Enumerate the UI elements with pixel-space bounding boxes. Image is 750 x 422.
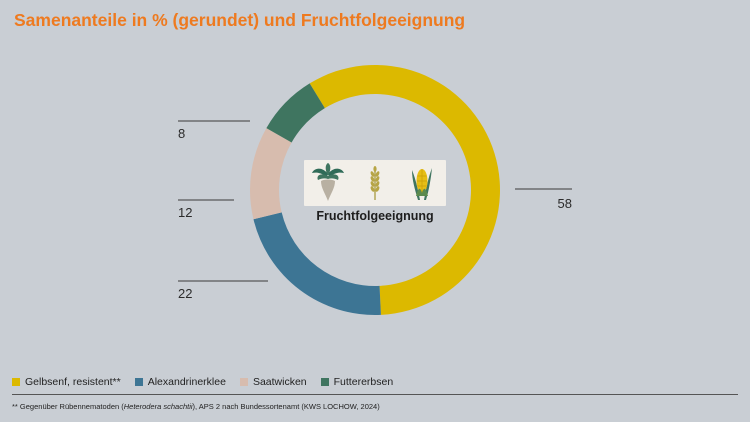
data-label-gelbsenf: 58 [558, 196, 572, 211]
wheat-icon-box [351, 160, 399, 206]
legend-label: Alexandrinerklee [147, 376, 226, 388]
legend-swatch [239, 378, 248, 386]
donut-slice-gelbsenf [309, 65, 500, 315]
legend-item: Alexandrinerklee [134, 376, 226, 388]
legend-item: Futtererbsen [320, 376, 394, 388]
footnote-species: Heterodera schachtii [123, 402, 193, 411]
center-title: Fruchtfolgeeignung [316, 209, 434, 223]
legend-swatch [320, 378, 329, 386]
legend-label: Futtererbsen [333, 376, 394, 388]
legend-item: Gelbsenf, resistent** [12, 376, 121, 388]
divider [12, 394, 738, 395]
sugar-beet-icon [312, 163, 344, 201]
wheat-icon [370, 166, 380, 200]
footnote: ** Gegenüber Rübennematoden (Heterodera … [12, 402, 380, 411]
footnote-text: ** Gegenüber Rübennematoden ( [12, 402, 124, 411]
data-label-alexandrinerklee: 22 [178, 286, 192, 301]
corn-icon [412, 168, 432, 200]
legend-label: Saatwicken [252, 376, 307, 388]
legend-swatch [12, 378, 20, 386]
donut-slice-alexandrinerklee [253, 212, 381, 315]
chart-title: Samenanteile in % (gerundet) und Fruchtf… [14, 10, 466, 30]
data-label-futtererbsen: 8 [178, 126, 185, 141]
legend-label: Gelbsenf, resistent** [25, 376, 121, 388]
data-label-saatwicken: 12 [178, 205, 192, 220]
legend-swatch [134, 378, 143, 386]
legend-item: Saatwicken [239, 376, 307, 388]
sugar-beet-icon-box [304, 160, 352, 206]
donut-slice-saatwicken [250, 128, 292, 220]
footnote-source: ), APS 2 nach Bundessortenamt (KWS LOCHO… [192, 402, 380, 411]
donut-slice-futtererbsen [266, 83, 325, 143]
corn-icon-box [398, 160, 446, 206]
legend: Gelbsenf, resistent** Alexandrinerklee S… [12, 376, 393, 388]
